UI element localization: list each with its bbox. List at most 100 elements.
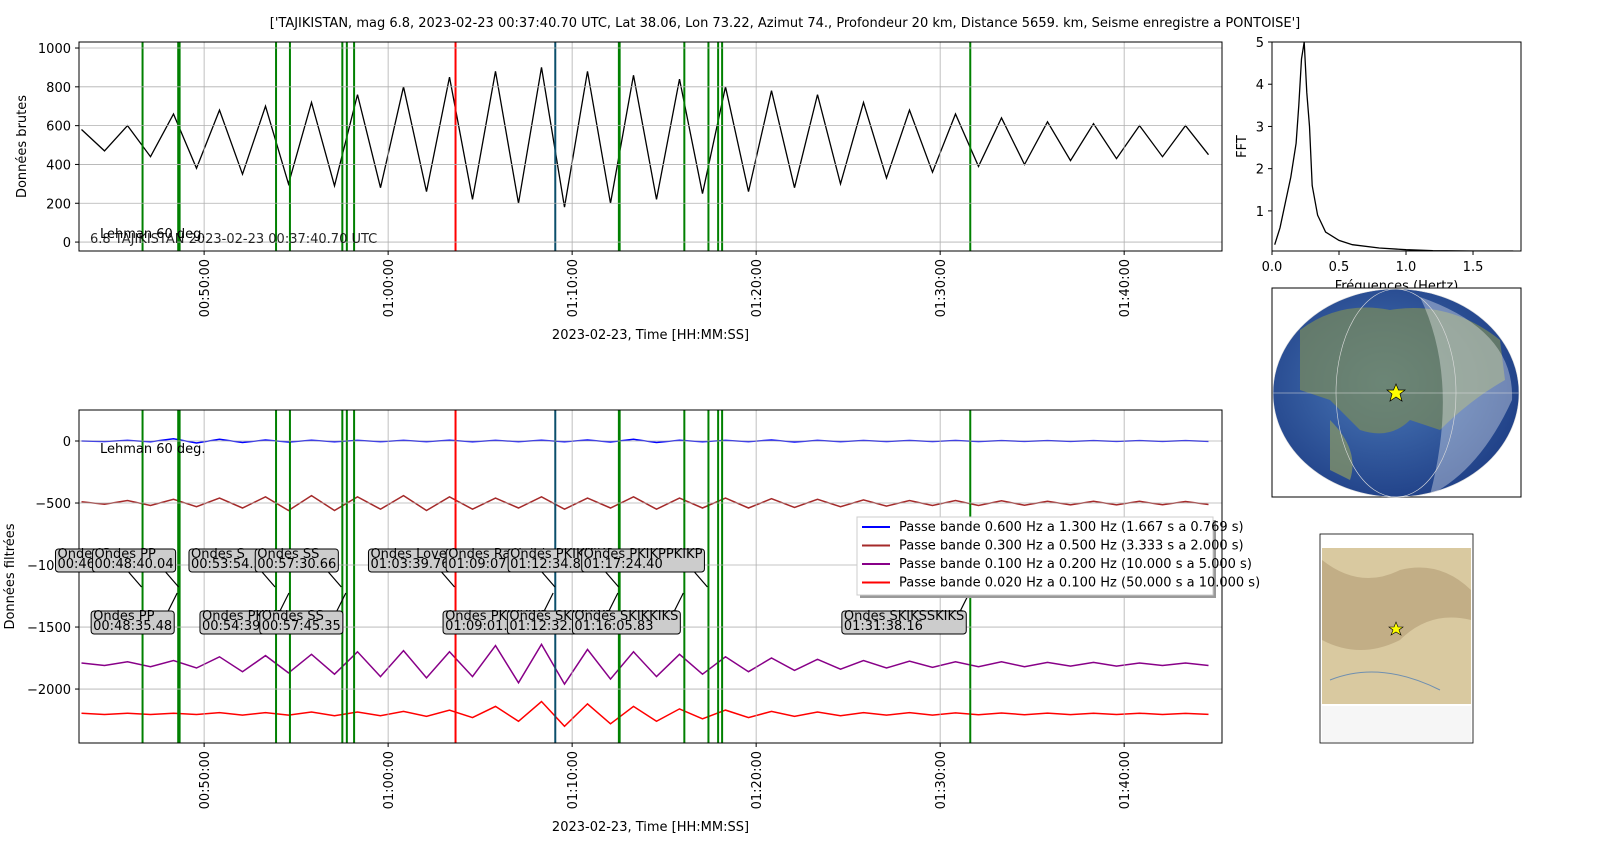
annotation-arrow <box>327 571 342 588</box>
y-tick-label: 400 <box>46 158 71 173</box>
y-tick-label: 2 <box>1256 163 1264 178</box>
y-tick-label: 4 <box>1256 78 1264 93</box>
x-tick-label: 01:20:00 <box>750 751 765 809</box>
x-tick-label: 01:30:00 <box>934 259 949 317</box>
y-tick-label: 5 <box>1256 36 1264 51</box>
axes: 00:50:00 01:00:00 01:10:00 01:20:00 01:30:00… <box>3 409 1260 835</box>
annotation-name: Ondes PP <box>95 547 156 562</box>
x-tick-label: 1.5 <box>1463 260 1484 275</box>
annotation-arrow <box>128 571 143 588</box>
annotation-name: Ondes SS <box>257 547 319 562</box>
x-tick-label: 00:50:00 <box>198 751 213 809</box>
annotation-arrow <box>167 592 178 612</box>
annotation-box <box>90 610 175 635</box>
annotation-box <box>581 548 705 573</box>
y-tick-label: −1500 <box>27 621 71 636</box>
annotation-time: 00:48:40.04 <box>95 557 174 572</box>
x-tick-label: 01:10:00 <box>566 259 581 317</box>
y-axis-label: Données brutes <box>15 95 30 198</box>
y-tick-label: −500 <box>35 497 71 512</box>
globe-map <box>1271 287 1522 498</box>
x-axis-label: 2023-02-23, Time [HH:MM:SS] <box>552 328 749 343</box>
figure-title: ['TAJIKISTAN, mag 6.8, 2023-02-23 00:37:… <box>270 16 1301 31</box>
annotation-time: 00:48:35.48 <box>93 619 172 634</box>
x-tick-label: 01:40:00 <box>1118 259 1133 317</box>
annotation-time: 01:31:38.16 <box>844 619 923 634</box>
x-tick-label: 01:30:00 <box>934 751 949 809</box>
data-line <box>1274 42 1514 251</box>
annotation-arrow <box>441 571 455 588</box>
annotation-arrow <box>261 571 276 588</box>
x-tick-label: 0.0 <box>1262 260 1283 275</box>
annotation-box <box>259 610 344 635</box>
legend-label: Passe bande 0.600 Hz a 1.300 Hz (1.667 s… <box>899 520 1244 535</box>
annotation-time: 00:57:30.66 <box>257 557 336 572</box>
x-axis-label: 2023-02-23, Time [HH:MM:SS] <box>552 820 749 835</box>
x-tick-label: 01:10:00 <box>566 751 581 809</box>
annotation-time: 01:03:39.76 <box>370 557 449 572</box>
legend: Passe bande 0.600 Hz a 1.300 Hz (1.667 s… <box>856 516 1260 598</box>
legend-label: Passe bande 0.100 Hz a 0.200 Hz (10.000 … <box>899 557 1252 572</box>
annotation-time: 01:17:24.40 <box>584 557 663 572</box>
x-tick-label: 1.0 <box>1396 260 1417 275</box>
axes-frame <box>1271 41 1522 252</box>
legend-label: Passe bande 0.020 Hz a 0.100 Hz (50.000 … <box>899 576 1260 591</box>
annotation-arrow <box>673 592 684 612</box>
annotation-name: Ondes PKIKPPKIKP <box>584 547 703 562</box>
data-line <box>81 67 1210 208</box>
y-tick-label: 0 <box>63 435 71 450</box>
annotation-arrow <box>336 592 347 612</box>
x-tick-label: 01:20:00 <box>750 259 765 317</box>
plot-area <box>1274 42 1514 251</box>
annotation-name: Ondes PP <box>93 609 154 624</box>
y-axis-label: FFT <box>1235 135 1250 158</box>
x-tick-label: 01:40:00 <box>1118 751 1133 809</box>
annotation-time: 01:12:34.89 <box>510 557 589 572</box>
annotation-time: 00:57:45.35 <box>262 619 341 634</box>
axes: 00:50:00 01:00:00 01:10:00 01:20:00 01:30:00… <box>15 41 1223 343</box>
x-tick-label: 01:00:00 <box>382 259 397 317</box>
annotation-name: Ondes SKIKSSKIKS <box>844 609 964 624</box>
plot-area <box>81 42 1210 251</box>
annotation-arrow <box>165 571 180 588</box>
axes-frame <box>78 41 1223 252</box>
y-tick-label: 0 <box>63 236 71 251</box>
annotation-arrow <box>693 571 708 588</box>
axes-frame <box>78 409 1223 744</box>
annotation-arrow <box>608 592 619 612</box>
series-line <box>81 642 1209 686</box>
lehman-note: Lehman 60 deg. <box>100 227 206 242</box>
y-tick-label: 800 <box>46 81 71 96</box>
y-tick-label: 600 <box>46 120 71 135</box>
plots: 00:50:00 01:00:00 01:10:00 01:20:00 01:30:00… <box>3 36 1522 835</box>
annotation-name: Ondes SS <box>262 609 324 624</box>
overlay-title: 6.8 TAJIKISTAN 2023-02-23 00:37:40.70 UT… <box>90 232 377 247</box>
y-axis-label: Données filtrées <box>3 523 18 629</box>
annotation-name: Ondes Love <box>370 547 446 562</box>
annotation-name: Ondes SKIKKIKS <box>574 609 678 624</box>
annotation-box <box>571 610 681 635</box>
annotation-time: 01:09:07.17 <box>448 557 527 572</box>
x-tick-label: 00:50:00 <box>198 259 213 317</box>
legend-frame <box>856 516 1214 596</box>
annotation-box <box>254 548 339 573</box>
annotation-time: 01:16:05.83 <box>574 619 653 634</box>
lehman-note: Lehman 60 deg. <box>100 442 206 457</box>
annotation-time: 01:09:01.32 <box>445 619 524 634</box>
y-tick-label: 1 <box>1256 205 1264 220</box>
x-tick-label: 01:00:00 <box>382 751 397 809</box>
y-tick-label: 1000 <box>38 42 71 57</box>
regional-map <box>1319 533 1474 744</box>
phase-annotation: Ondes S00:53:54.51 <box>188 547 276 588</box>
annotation-arrow <box>605 571 620 588</box>
y-tick-label: −2000 <box>27 683 71 698</box>
